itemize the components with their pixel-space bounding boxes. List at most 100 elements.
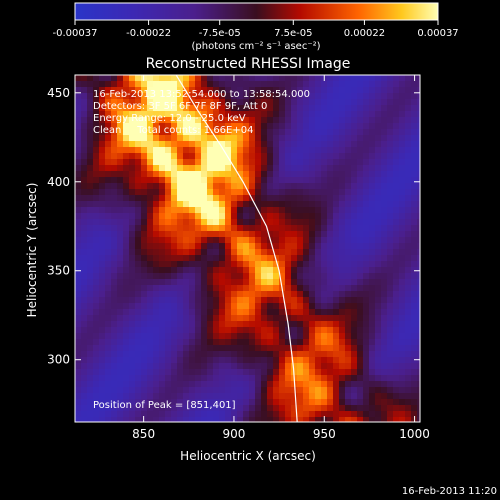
heatmap-cell xyxy=(117,363,123,369)
heatmap-cell xyxy=(315,219,321,225)
heatmap-cell xyxy=(261,195,267,201)
heatmap-cell xyxy=(387,171,393,177)
heatmap-cell xyxy=(237,219,243,225)
heatmap-cell xyxy=(369,123,375,129)
heatmap-cell xyxy=(105,123,111,129)
heatmap-cell xyxy=(357,261,363,267)
heatmap-cell xyxy=(267,411,273,417)
heatmap-cell xyxy=(183,267,189,273)
heatmap-cell xyxy=(225,279,231,285)
heatmap-cell xyxy=(213,201,219,207)
heatmap-cell xyxy=(333,267,339,273)
heatmap-cell xyxy=(99,183,105,189)
heatmap-cell xyxy=(381,201,387,207)
heatmap-cell xyxy=(135,99,141,105)
heatmap-cell xyxy=(183,243,189,249)
heatmap-cell xyxy=(357,417,363,422)
heatmap-cell xyxy=(123,249,129,255)
heatmap-cell xyxy=(303,93,309,99)
heatmap-cell xyxy=(339,339,345,345)
heatmap-cell xyxy=(369,105,375,111)
heatmap-cell xyxy=(279,399,285,405)
heatmap-cell xyxy=(297,351,303,357)
heatmap-cell xyxy=(387,165,393,171)
heatmap-cell xyxy=(81,285,87,291)
heatmap-cell xyxy=(405,129,411,135)
heatmap-cell xyxy=(99,345,105,351)
heatmap-cell xyxy=(141,93,147,99)
heatmap-cell xyxy=(183,237,189,243)
heatmap-cell xyxy=(291,303,297,309)
heatmap-cell xyxy=(279,249,285,255)
heatmap-cell xyxy=(279,339,285,345)
heatmap-cell xyxy=(129,165,135,171)
heatmap-cell xyxy=(339,219,345,225)
heatmap-cell xyxy=(303,117,309,123)
heatmap-cell xyxy=(171,117,177,123)
heatmap-cell xyxy=(255,273,261,279)
heatmap-cell xyxy=(291,153,297,159)
heatmap-cell xyxy=(117,339,123,345)
heatmap-cell xyxy=(183,189,189,195)
heatmap-cell xyxy=(303,165,309,171)
heatmap-cell xyxy=(243,231,249,237)
heatmap-cell xyxy=(285,153,291,159)
heatmap-cell xyxy=(285,417,291,422)
heatmap-cell xyxy=(267,285,273,291)
heatmap-cell xyxy=(225,153,231,159)
heatmap-cell xyxy=(165,381,171,387)
heatmap-cell xyxy=(375,171,381,177)
heatmap-cell xyxy=(111,231,117,237)
heatmap-cell xyxy=(399,201,405,207)
heatmap-cell xyxy=(99,159,105,165)
heatmap-cell xyxy=(285,339,291,345)
heatmap-cell xyxy=(363,93,369,99)
heatmap-cell xyxy=(345,165,351,171)
heatmap-cell xyxy=(279,111,285,117)
heatmap-cell xyxy=(189,117,195,123)
heatmap-cell xyxy=(327,129,333,135)
heatmap-cell xyxy=(165,171,171,177)
heatmap-cell xyxy=(105,201,111,207)
heatmap-cell xyxy=(345,255,351,261)
heatmap-cell xyxy=(177,219,183,225)
chart-title: Reconstructed RHESSI Image xyxy=(146,56,351,72)
heatmap-cell xyxy=(219,141,225,147)
heatmap-cell xyxy=(291,285,297,291)
heatmap-cell xyxy=(273,99,279,105)
heatmap-cell xyxy=(75,291,81,297)
heatmap-cell xyxy=(111,213,117,219)
heatmap-cell xyxy=(387,237,393,243)
heatmap-cell xyxy=(399,369,405,375)
heatmap-cell xyxy=(177,345,183,351)
heatmap-cell xyxy=(153,189,159,195)
heatmap-cell xyxy=(303,261,309,267)
heatmap-cell xyxy=(99,375,105,381)
heatmap-cell xyxy=(135,81,141,87)
heatmap-cell xyxy=(123,195,129,201)
heatmap-cell xyxy=(267,351,273,357)
heatmap-cell xyxy=(297,393,303,399)
heatmap-cell xyxy=(189,375,195,381)
heatmap-cell xyxy=(381,219,387,225)
heatmap-cell xyxy=(393,171,399,177)
heatmap-cell xyxy=(147,213,153,219)
heatmap-cell xyxy=(225,93,231,99)
heatmap-cell xyxy=(117,201,123,207)
heatmap-cell xyxy=(201,129,207,135)
heatmap-cell xyxy=(171,291,177,297)
heatmap-cell xyxy=(339,123,345,129)
heatmap-cell xyxy=(327,255,333,261)
heatmap-cell xyxy=(249,207,255,213)
heatmap-cell xyxy=(171,405,177,411)
heatmap-cell xyxy=(303,363,309,369)
heatmap-cell xyxy=(399,273,405,279)
heatmap-cell xyxy=(93,135,99,141)
heatmap-cell xyxy=(381,171,387,177)
heatmap-cell xyxy=(339,327,345,333)
heatmap-cell xyxy=(159,291,165,297)
heatmap-cell xyxy=(315,105,321,111)
heatmap-cell xyxy=(249,321,255,327)
heatmap-cell xyxy=(261,105,267,111)
heatmap-cell xyxy=(333,279,339,285)
